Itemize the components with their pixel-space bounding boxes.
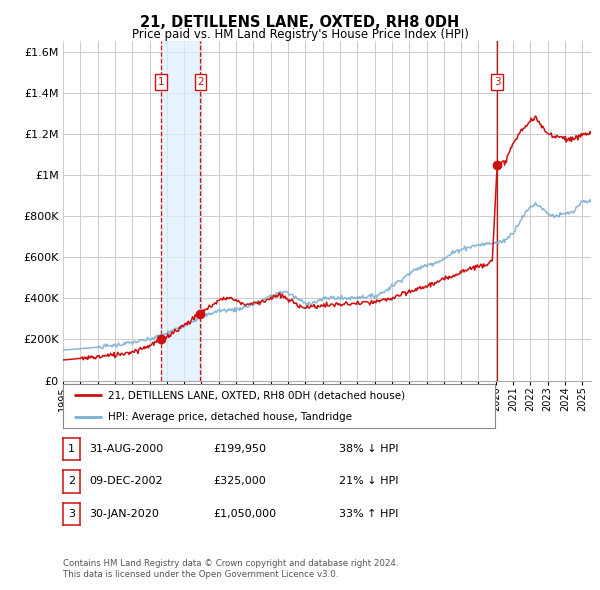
Text: 38% ↓ HPI: 38% ↓ HPI	[339, 444, 398, 454]
Text: 2: 2	[68, 477, 75, 486]
Text: 31-AUG-2000: 31-AUG-2000	[89, 444, 163, 454]
Text: 30-JAN-2020: 30-JAN-2020	[89, 509, 158, 519]
Text: 3: 3	[68, 509, 75, 519]
Text: £199,950: £199,950	[213, 444, 266, 454]
Text: 33% ↑ HPI: 33% ↑ HPI	[339, 509, 398, 519]
Text: Contains HM Land Registry data © Crown copyright and database right 2024.: Contains HM Land Registry data © Crown c…	[63, 559, 398, 568]
Text: £325,000: £325,000	[213, 477, 266, 486]
Text: 2: 2	[197, 77, 204, 87]
Text: This data is licensed under the Open Government Licence v3.0.: This data is licensed under the Open Gov…	[63, 570, 338, 579]
Text: 09-DEC-2002: 09-DEC-2002	[89, 477, 163, 486]
Text: 3: 3	[494, 77, 500, 87]
Text: 21, DETILLENS LANE, OXTED, RH8 0DH: 21, DETILLENS LANE, OXTED, RH8 0DH	[140, 15, 460, 30]
Text: 21, DETILLENS LANE, OXTED, RH8 0DH (detached house): 21, DETILLENS LANE, OXTED, RH8 0DH (deta…	[109, 391, 406, 401]
Text: 21% ↓ HPI: 21% ↓ HPI	[339, 477, 398, 486]
Bar	[161, 41, 200, 381]
Text: Price paid vs. HM Land Registry's House Price Index (HPI): Price paid vs. HM Land Registry's House …	[131, 28, 469, 41]
Text: £1,050,000: £1,050,000	[213, 509, 276, 519]
Text: 1: 1	[68, 444, 75, 454]
Text: HPI: Average price, detached house, Tandridge: HPI: Average price, detached house, Tand…	[109, 412, 352, 422]
Text: 1: 1	[158, 77, 164, 87]
